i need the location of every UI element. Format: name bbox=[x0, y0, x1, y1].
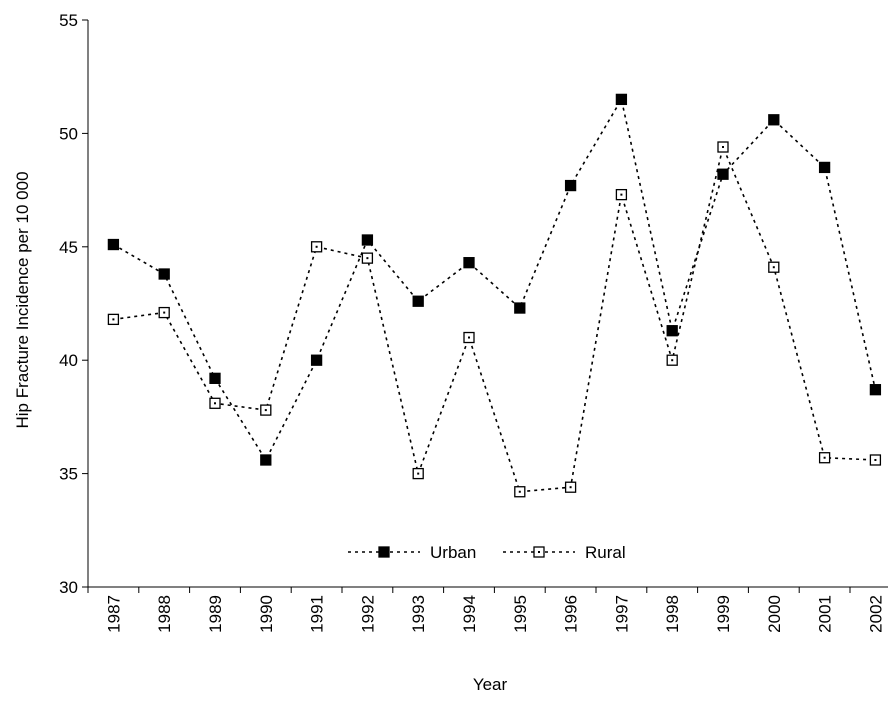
y-tick-label: 55 bbox=[59, 11, 78, 30]
marker bbox=[666, 325, 678, 337]
x-tick-label: 1998 bbox=[663, 595, 682, 633]
legend-marker bbox=[378, 546, 390, 558]
marker-dot bbox=[823, 456, 826, 459]
legend-marker-dot bbox=[538, 551, 540, 553]
legend-label: Rural bbox=[585, 543, 626, 562]
x-tick-label: 1995 bbox=[511, 595, 530, 633]
marker bbox=[209, 372, 221, 384]
marker bbox=[564, 179, 577, 192]
marker-dot bbox=[722, 146, 724, 149]
marker bbox=[107, 238, 120, 251]
x-tick-label: 1999 bbox=[714, 595, 733, 633]
marker-dot bbox=[163, 311, 166, 314]
x-tick-label: 2002 bbox=[866, 595, 885, 633]
series-line bbox=[113, 144, 876, 493]
y-tick-label: 45 bbox=[59, 238, 78, 257]
marker-dot bbox=[772, 266, 775, 269]
marker-dot bbox=[620, 193, 623, 196]
legend-label: Urban bbox=[430, 543, 476, 562]
marker-dot bbox=[366, 257, 369, 260]
y-tick-label: 50 bbox=[59, 124, 78, 143]
marker-dot bbox=[518, 490, 521, 493]
series-line bbox=[112, 97, 877, 462]
x-tick-label: 1997 bbox=[612, 595, 631, 633]
marker-dot bbox=[214, 402, 216, 405]
x-tick-label: 1992 bbox=[358, 595, 377, 633]
x-tick-label: 1991 bbox=[308, 595, 327, 633]
x-tick-label: 1989 bbox=[206, 595, 225, 633]
x-tick-label: 1988 bbox=[155, 595, 174, 633]
marker bbox=[260, 454, 272, 466]
marker-dot bbox=[569, 486, 572, 489]
x-tick-label: 1987 bbox=[104, 595, 123, 633]
marker bbox=[412, 295, 424, 307]
marker-dot bbox=[417, 472, 420, 475]
marker-dot bbox=[315, 245, 318, 248]
x-tick-label: 1994 bbox=[460, 595, 479, 633]
x-tick-label: 2001 bbox=[816, 595, 835, 633]
marker bbox=[717, 168, 729, 180]
y-tick-label: 40 bbox=[59, 351, 78, 370]
marker bbox=[463, 257, 475, 269]
marker-dot bbox=[112, 318, 115, 321]
y-tick-label: 30 bbox=[59, 578, 78, 597]
x-tick-label: 2000 bbox=[765, 595, 784, 633]
marker bbox=[361, 234, 374, 246]
x-tick-label: 1993 bbox=[409, 595, 428, 633]
marker bbox=[768, 114, 780, 126]
marker bbox=[818, 161, 831, 174]
marker bbox=[514, 302, 526, 314]
x-tick-label: 1990 bbox=[257, 595, 276, 633]
x-axis-title: Year bbox=[473, 675, 508, 694]
marker bbox=[310, 354, 323, 366]
marker bbox=[158, 268, 170, 280]
marker-dot bbox=[874, 458, 877, 461]
marker-dot bbox=[264, 409, 267, 412]
marker-dot bbox=[671, 359, 674, 362]
marker bbox=[615, 93, 628, 106]
marker-dot bbox=[468, 336, 470, 339]
y-axis-title: Hip Fracture Incidence per 10 000 bbox=[13, 171, 32, 428]
marker bbox=[869, 384, 882, 396]
y-tick-label: 35 bbox=[59, 465, 78, 484]
x-tick-label: 1996 bbox=[562, 595, 581, 633]
